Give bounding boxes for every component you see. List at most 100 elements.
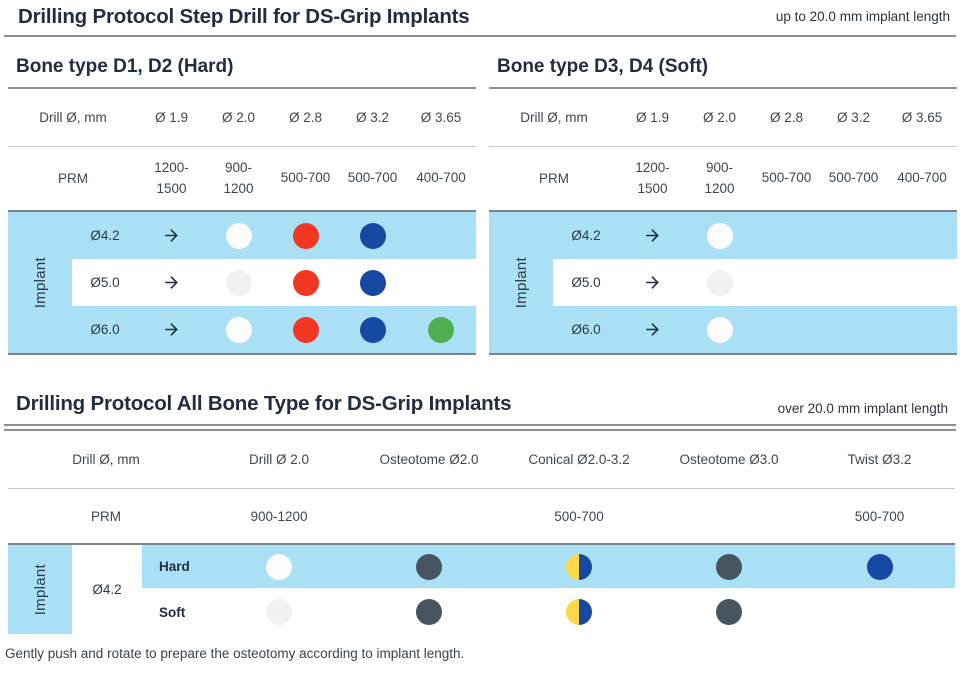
white-dot <box>706 316 733 343</box>
white-dot <box>225 269 252 296</box>
drill-cell <box>753 259 820 306</box>
drill-size: Ø 3.2 <box>355 110 390 125</box>
prm-value: 1200-1500 <box>635 160 670 196</box>
prm-value: 900-1200 <box>704 160 735 196</box>
implant-length-note-over: over 20.0 mm implant length <box>777 401 948 416</box>
page-title: Drilling Protocol Step Drill for DS-Grip… <box>18 4 470 28</box>
prm-value: 900-1200 <box>223 160 254 196</box>
implant-size: Ø5.0 <box>90 275 120 290</box>
red-dot <box>292 269 319 296</box>
green-dot <box>428 316 454 343</box>
implant-length-note: up to 20.0 mm implant length <box>775 9 950 24</box>
drill-cell <box>339 306 406 353</box>
tool-column: Osteotome Ø3.0 <box>679 452 779 467</box>
bone-type-heading-soft: Bone type D3, D4 (Soft) <box>489 37 957 89</box>
drill-cell <box>138 259 205 306</box>
implant-rows: Implant Ø4.2 Hard Soft <box>8 545 955 636</box>
implant-row: Ø5.0 <box>489 259 957 306</box>
blue-dot <box>359 222 386 249</box>
drill-cell <box>619 306 686 353</box>
drill-cell <box>205 259 272 306</box>
drill-cell <box>504 588 654 636</box>
implant-axis-label: Implant <box>31 256 49 309</box>
implant-size: Ø6.0 <box>90 322 120 337</box>
drill-cell <box>205 212 272 259</box>
prm-row: PRM 1200-1500 900-1200 500-700 500-700 4… <box>8 147 476 212</box>
drill-cell <box>686 259 753 306</box>
blue-dot <box>866 553 893 580</box>
white-dot <box>266 599 292 625</box>
drill-size: Ø 2.8 <box>288 110 323 125</box>
yellow-blue-dot <box>566 553 592 580</box>
drill-cell <box>138 212 205 259</box>
white-dot <box>266 553 292 580</box>
prm-value: 1200-1500 <box>154 160 189 196</box>
prm-value: 400-700 <box>897 170 947 186</box>
blue-dot <box>359 316 386 343</box>
implant-row: Ø4.2 <box>8 212 476 259</box>
drill-size: Ø 2.0 <box>702 110 737 125</box>
drill-cell <box>272 259 339 306</box>
drill-cell <box>406 212 476 259</box>
drill-diameter-label: Drill Ø, mm <box>520 110 588 125</box>
implant-row: Ø5.0 <box>8 259 476 306</box>
drill-size: Ø 1.9 <box>154 110 189 125</box>
bone-hardness-label: Soft <box>159 604 186 620</box>
main-header: Drilling Protocol Step Drill for DS-Grip… <box>4 0 956 37</box>
drill-cell <box>686 212 753 259</box>
implant-axis: Implant <box>8 212 72 353</box>
bone-table-soft: Bone type D3, D4 (Soft) Drill Ø, mm Ø 1.… <box>489 37 957 355</box>
implant-size: Ø6.0 <box>571 322 601 337</box>
white-dot <box>706 269 733 296</box>
drill-cell <box>339 259 406 306</box>
drill-size: Ø 2.8 <box>769 110 804 125</box>
prm-value: 900-1200 <box>250 508 308 524</box>
bone-type-heading-hard: Bone type D1, D2 (Hard) <box>8 37 476 89</box>
drill-cell <box>753 212 820 259</box>
all-bone-header: Drilling Protocol All Bone Type for DS-G… <box>0 355 960 424</box>
prm-label: PRM <box>539 171 569 186</box>
soft-bone-row: Soft <box>142 588 955 636</box>
drill-cell <box>887 212 957 259</box>
drill-cell <box>804 545 955 588</box>
drill-cell <box>820 259 887 306</box>
arrow-icon <box>165 323 178 336</box>
prm-row: PRM 1200-1500 900-1200 500-700 500-700 4… <box>489 147 957 212</box>
white-dot <box>225 316 252 343</box>
drill-diameter-label: Drill Ø, mm <box>39 110 107 125</box>
gray-dot <box>716 553 742 580</box>
all-bone-table: Drill Ø, mm Drill Ø 2.0 Osteotome Ø2.0 C… <box>8 431 955 636</box>
blue-dot <box>359 269 386 296</box>
drill-cell <box>804 588 955 636</box>
prm-label: PRM <box>58 171 88 186</box>
double-rule <box>4 424 956 431</box>
gray-dot <box>416 599 442 625</box>
drill-cell <box>406 306 476 353</box>
drill-cell <box>138 306 205 353</box>
drill-cell <box>619 212 686 259</box>
drill-cell <box>820 212 887 259</box>
bone-table-hard: Bone type D1, D2 (Hard) Drill Ø, mm Ø 1.… <box>8 37 476 355</box>
tool-column: Osteotome Ø2.0 <box>379 452 479 467</box>
implant-row: Ø6.0 <box>8 306 476 353</box>
implant-row: Ø6.0 <box>489 306 957 353</box>
prm-value: 500-700 <box>280 170 331 186</box>
prm-value: 500-700 <box>854 508 905 524</box>
drill-cell <box>887 306 957 353</box>
drill-size: Ø 1.9 <box>635 110 670 125</box>
prm-value: 500-700 <box>761 170 812 186</box>
prm-value: 500-700 <box>347 170 398 186</box>
drill-cell <box>406 259 476 306</box>
yellow-blue-dot <box>566 599 592 625</box>
white-dot <box>706 222 733 249</box>
arrow-icon <box>165 229 178 242</box>
drill-cell <box>272 212 339 259</box>
drill-cell <box>272 306 339 353</box>
drill-cell <box>204 588 354 636</box>
arrow-icon <box>646 276 659 289</box>
arrow-icon <box>646 323 659 336</box>
drill-diameter-label: Drill Ø, mm <box>72 452 140 467</box>
drill-cell <box>339 212 406 259</box>
drill-cell <box>887 259 957 306</box>
